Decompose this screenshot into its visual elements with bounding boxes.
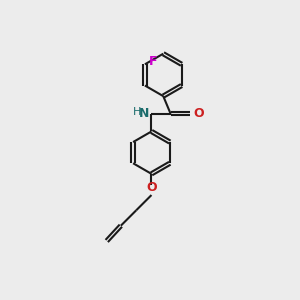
Text: O: O [146, 181, 157, 194]
Text: N: N [139, 107, 149, 120]
Text: F: F [149, 56, 158, 68]
Text: H: H [133, 107, 141, 117]
Text: O: O [194, 107, 205, 120]
